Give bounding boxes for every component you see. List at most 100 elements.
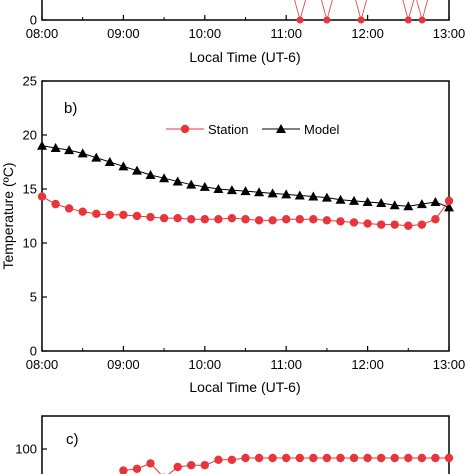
panel-b-model-point [349, 195, 360, 205]
panel-a-spike-line [294, 0, 301, 21]
panel-c-station-point [187, 461, 196, 470]
panel-b-model-point [376, 198, 387, 208]
panel-b-station-point [146, 212, 155, 222]
panel-b-station-point [376, 220, 386, 229]
panel-b-model-point [240, 186, 251, 196]
panel-c-station-point [214, 455, 223, 464]
panel-b-station-point [78, 207, 87, 216]
panel-b-model-point [172, 176, 183, 186]
panel-b-station-point [295, 215, 304, 224]
panel-c-station-point [390, 453, 399, 463]
panel-b-x-tick-label: 10:00 [189, 357, 222, 372]
panel-c-station-point [119, 466, 128, 474]
panel-a-station-point [323, 16, 331, 24]
panel-a-station-point [357, 16, 365, 24]
panel-b-model-point [91, 152, 102, 162]
panel-b-model-point [403, 201, 414, 211]
panel-c-station-point [444, 453, 454, 463]
panel-c-station-point [336, 453, 345, 463]
panel-b-y-tick-label: 15 [23, 182, 37, 197]
panel-a-x-axis: 08:00 09:00 10:00 11:00 12:00 13:00 [26, 15, 465, 41]
panel-b-y-tick-label: 0 [30, 344, 37, 359]
panel-b-x-tick-label: 11:00 [270, 357, 302, 372]
panel-b-station-point [51, 199, 60, 209]
panel-b-model-point [321, 192, 332, 202]
panel-b-station-point [37, 192, 47, 201]
panel-b-station-point [214, 215, 223, 224]
panel-b-model-point [50, 142, 61, 152]
panel-c-station-point [173, 462, 182, 472]
panel-a-spike-line [407, 0, 415, 21]
panel-a-spike-line [355, 0, 362, 21]
panel-a-spike-line [326, 0, 333, 21]
panel-b-model-point [389, 200, 400, 210]
panel-c-station-point [282, 453, 291, 463]
panel-a-station-point [404, 16, 412, 24]
panel-c-letter: c) [66, 431, 79, 448]
panel-c-station-point [241, 453, 250, 463]
panel-b-model-point [186, 179, 197, 189]
panel-a-x-tick-label: 08:00 [26, 26, 59, 41]
panel-c-station-point [254, 453, 264, 463]
panel-c-station-point [200, 461, 209, 470]
panel-a-spike-line [416, 0, 423, 21]
legend-station-label: Station [208, 122, 248, 137]
panel-b-model-point [118, 161, 129, 171]
panel-c-station-point [132, 464, 142, 473]
panel-a-spike-line [321, 0, 328, 21]
panel-b-station-point [417, 220, 427, 229]
panel-c-station-point [146, 459, 155, 468]
panel-a-spike-line [421, 0, 429, 21]
panel-b-model-point [430, 196, 441, 206]
panel-c-plot-frame [41, 415, 450, 474]
panel-b-model-point [77, 148, 88, 158]
legend-model-marker [276, 124, 286, 133]
legend-station-marker [180, 124, 190, 134]
panel-b-series [37, 140, 454, 230]
panel-b-x-tick-label: 08:00 [26, 357, 59, 372]
panel-a-x-tick-label: 09:00 [107, 26, 140, 41]
panel-b-model-point [37, 140, 47, 150]
panel-c-station-point [227, 455, 237, 464]
panel-c-y-tick-label: 100 [15, 442, 37, 457]
panel-c: 100 c) [15, 415, 454, 474]
panel-b-model-point [294, 190, 305, 200]
panel-a-y-tick-label: 0 [30, 13, 37, 28]
panel-b-letter: b) [64, 100, 77, 117]
panel-b-x-axis-title: Local Time (UT-6) [189, 379, 300, 395]
panel-a-series [294, 0, 429, 24]
panel-c-y-axis: 100 [15, 442, 47, 457]
panel-b-model-point [226, 185, 237, 195]
panel-b-x-tick-label: 09:00 [107, 357, 140, 372]
panel-a-x-tick-label: 11:00 [270, 26, 302, 41]
panel-b-station-point [64, 204, 74, 213]
panel-b-model-point [159, 173, 170, 183]
panel-b-model-point [131, 165, 142, 175]
panel-a-station-point [418, 16, 426, 24]
panel-b-station-point [227, 213, 237, 223]
panel-b-model-point [104, 157, 115, 166]
panel-b-model-point [281, 189, 292, 199]
panel-b-legend: Station Model [166, 122, 340, 137]
panel-b-station-point [322, 216, 332, 225]
panel-b-model-point [362, 196, 373, 206]
panel-c-station-point [268, 453, 277, 463]
panel-b-model-point [254, 187, 265, 197]
panel-a-spike-line [402, 0, 409, 21]
legend-model-label: Model [304, 122, 340, 137]
panel-b-station-point [404, 221, 413, 230]
panel-a-y-axis: 0 [30, 13, 47, 28]
panel-b-station-point [254, 216, 264, 225]
panel-b-model-point [444, 202, 454, 212]
panel-b-station-point [92, 209, 101, 219]
panel-a-spike-line [360, 0, 367, 21]
panel-c-station-point [376, 453, 386, 463]
panel-b-model-point [199, 181, 210, 191]
panel-b-station-point [268, 216, 277, 225]
panel-a: 08:00 09:00 10:00 11:00 12:00 13:00 0 Local T… [26, 0, 465, 65]
panel-b-station-point [282, 215, 291, 224]
panel-a-station-point [296, 16, 304, 24]
panel-b-station-point [309, 215, 318, 224]
panel-c-station-point [431, 453, 440, 463]
